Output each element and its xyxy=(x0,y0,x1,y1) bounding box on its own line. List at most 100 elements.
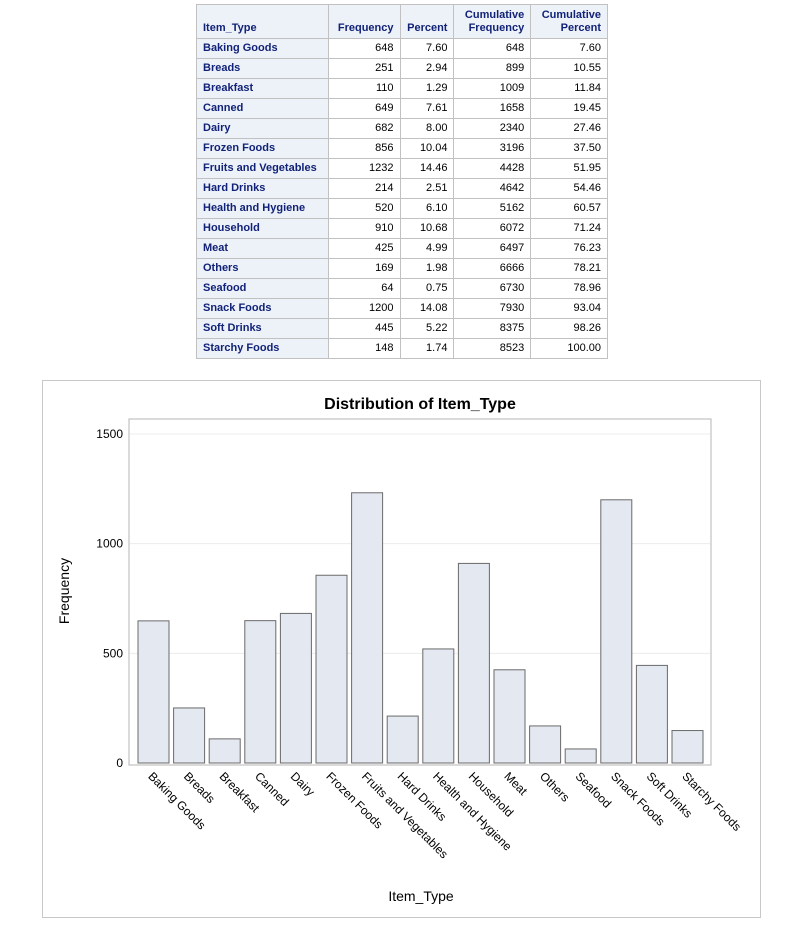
table-row: Health and Hygiene 520 6.10 5162 60.57 xyxy=(196,198,608,219)
bar xyxy=(137,620,170,764)
table-row: Frozen Foods 856 10.04 3196 37.50 xyxy=(196,138,608,159)
cell-cumulative-percent: 71.24 xyxy=(530,218,608,239)
bar xyxy=(208,738,241,764)
cell-cumulative-frequency: 5162 xyxy=(453,198,532,219)
cell-item-type: Fruits and Vegetables xyxy=(196,158,329,179)
cell-cumulative-percent: 11.84 xyxy=(530,78,608,99)
bar xyxy=(457,562,490,764)
bar xyxy=(529,725,562,764)
cell-percent: 1.74 xyxy=(399,338,455,359)
cell-cumulative-frequency: 8523 xyxy=(453,338,532,359)
cell-cumulative-frequency: 4642 xyxy=(453,178,532,199)
cell-percent: 1.29 xyxy=(399,78,455,99)
cell-item-type: Others xyxy=(196,258,329,279)
cell-frequency: 148 xyxy=(327,338,401,359)
cell-percent: 14.46 xyxy=(399,158,455,179)
cell-cumulative-frequency: 1009 xyxy=(453,78,532,99)
table-row: Dairy 682 8.00 2340 27.46 xyxy=(196,118,608,139)
x-tick-label: Dairy xyxy=(288,769,318,799)
cell-cumulative-percent: 100.00 xyxy=(530,338,608,359)
table-row: Canned 649 7.61 1658 19.45 xyxy=(196,98,608,119)
cell-cumulative-percent: 10.55 xyxy=(530,58,608,79)
cell-cumulative-frequency: 648 xyxy=(453,38,532,59)
header-cumulative-frequency: Cumulative Frequency xyxy=(453,4,532,39)
cell-cumulative-percent: 98.26 xyxy=(530,318,608,339)
header-item-type: Item_Type xyxy=(196,4,329,39)
cell-percent: 2.51 xyxy=(399,178,455,199)
bar xyxy=(600,499,633,764)
table-row: Meat 425 4.99 6497 76.23 xyxy=(196,238,608,259)
cell-cumulative-percent: 54.46 xyxy=(530,178,608,199)
bar xyxy=(279,612,312,764)
cell-frequency: 64 xyxy=(327,278,401,299)
cell-item-type: Household xyxy=(196,218,329,239)
bar xyxy=(635,664,668,764)
cell-cumulative-percent: 7.60 xyxy=(530,38,608,59)
cell-percent: 7.61 xyxy=(399,98,455,119)
cell-percent: 8.00 xyxy=(399,118,455,139)
cell-item-type: Snack Foods xyxy=(196,298,329,319)
bar xyxy=(564,748,597,764)
cell-item-type: Hard Drinks xyxy=(196,178,329,199)
x-tick-label: Starchy Foods xyxy=(679,769,744,834)
cell-percent: 0.75 xyxy=(399,278,455,299)
bar-chart: Distribution of Item_Type050010001500Bak… xyxy=(56,396,744,904)
y-tick-label: 0 xyxy=(116,756,123,770)
bar xyxy=(173,707,206,764)
cell-cumulative-percent: 51.95 xyxy=(530,158,608,179)
cell-cumulative-percent: 93.04 xyxy=(530,298,608,319)
y-tick-label: 1500 xyxy=(96,427,123,441)
table-row: Snack Foods 1200 14.08 7930 93.04 xyxy=(196,298,608,319)
y-tick-label: 500 xyxy=(103,646,123,660)
header-cumulative-percent: Cumulative Percent xyxy=(530,4,608,39)
cell-cumulative-frequency: 6497 xyxy=(453,238,532,259)
cell-frequency: 425 xyxy=(327,238,401,259)
cell-cumulative-frequency: 2340 xyxy=(453,118,532,139)
cell-frequency: 1232 xyxy=(327,158,401,179)
cell-frequency: 214 xyxy=(327,178,401,199)
table-row: Breads 251 2.94 899 10.55 xyxy=(196,58,608,79)
cell-frequency: 445 xyxy=(327,318,401,339)
cell-item-type: Health and Hygiene xyxy=(196,198,329,219)
bar xyxy=(422,648,455,764)
plot-area xyxy=(128,418,712,766)
cell-percent: 4.99 xyxy=(399,238,455,259)
chart-title: Distribution of Item_Type xyxy=(324,396,516,413)
cell-cumulative-frequency: 6666 xyxy=(453,258,532,279)
cell-item-type: Canned xyxy=(196,98,329,119)
frequency-table: Item_Type Frequency Percent Cumulative F… xyxy=(196,4,608,359)
cell-frequency: 648 xyxy=(327,38,401,59)
cell-percent: 7.60 xyxy=(399,38,455,59)
cell-frequency: 1200 xyxy=(327,298,401,319)
cell-cumulative-percent: 37.50 xyxy=(530,138,608,159)
cell-cumulative-frequency: 6072 xyxy=(453,218,532,239)
cell-item-type: Meat xyxy=(196,238,329,259)
cell-frequency: 649 xyxy=(327,98,401,119)
cell-cumulative-percent: 78.96 xyxy=(530,278,608,299)
cell-frequency: 169 xyxy=(327,258,401,279)
x-tick-label: Others xyxy=(537,769,572,804)
bar xyxy=(315,574,348,764)
cell-item-type: Seafood xyxy=(196,278,329,299)
table-row: Hard Drinks 214 2.51 4642 54.46 xyxy=(196,178,608,199)
cell-frequency: 520 xyxy=(327,198,401,219)
cell-percent: 2.94 xyxy=(399,58,455,79)
cell-percent: 14.08 xyxy=(399,298,455,319)
cell-item-type: Baking Goods xyxy=(196,38,329,59)
cell-item-type: Starchy Foods xyxy=(196,338,329,359)
bar xyxy=(386,715,419,764)
cell-frequency: 110 xyxy=(327,78,401,99)
table-header-row: Item_Type Frequency Percent Cumulative F… xyxy=(196,4,608,39)
table-row: Fruits and Vegetables 1232 14.46 4428 51.95 xyxy=(196,158,608,179)
header-frequency: Frequency xyxy=(327,4,401,39)
cell-percent: 10.68 xyxy=(399,218,455,239)
cell-frequency: 682 xyxy=(327,118,401,139)
cell-cumulative-frequency: 7930 xyxy=(453,298,532,319)
y-axis-label: Frequency xyxy=(56,558,72,624)
cell-cumulative-frequency: 3196 xyxy=(453,138,532,159)
cell-cumulative-frequency: 6730 xyxy=(453,278,532,299)
cell-item-type: Dairy xyxy=(196,118,329,139)
bar xyxy=(351,492,384,764)
cell-cumulative-frequency: 8375 xyxy=(453,318,532,339)
chart-panel: Distribution of Item_Type 0 500 1000 1500 Bak… xyxy=(42,380,761,918)
